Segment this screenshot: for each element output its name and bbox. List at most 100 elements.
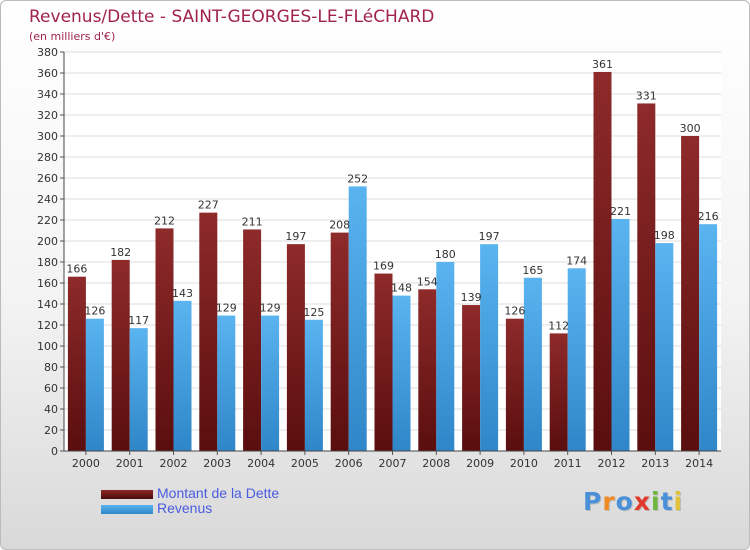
x-tick-label: 2004 [247,457,275,470]
data-label-revenus: 252 [347,172,368,185]
bar-dette [681,136,700,451]
x-tick-label: 2007 [379,457,407,470]
data-label-revenus: 197 [479,230,500,243]
x-tick-label: 2013 [641,457,669,470]
x-tick-label: 2011 [554,457,582,470]
bar-dette [637,103,656,451]
bar-revenus [217,315,236,451]
y-tick-label: 0 [51,445,58,458]
bar-dette [67,276,86,451]
bar-dette [505,318,524,451]
bar-dette [111,259,130,451]
legend-label-revenus: Revenus [157,500,213,516]
y-tick-label: 60 [44,382,58,395]
x-tick-label: 2005 [291,457,319,470]
data-label-dette: 182 [110,246,131,259]
bar-dette [199,212,218,451]
logo-letter: i [673,487,684,516]
y-tick-label: 380 [37,46,58,59]
bar-dette [330,232,349,451]
bar-revenus [523,277,542,451]
data-label-revenus: 180 [435,248,456,261]
y-tick-label: 180 [37,256,58,269]
data-label-dette: 197 [285,230,306,243]
bar-revenus [655,243,674,451]
y-tick-label: 200 [37,235,58,248]
y-tick-label: 140 [37,298,58,311]
x-tick-label: 2006 [335,457,363,470]
x-tick-label: 2014 [685,457,713,470]
chart-subtitle: (en milliers d'€) [29,30,116,43]
data-label-dette: 211 [242,215,263,228]
bar-dette [593,71,612,451]
data-label-dette: 126 [504,305,525,318]
data-label-dette: 166 [66,263,87,276]
bar-revenus [173,300,192,451]
legend-swatch-revenus [101,505,153,514]
logo-letter: x [633,487,651,516]
data-label-dette: 331 [636,89,657,102]
chart-title: Revenus/Dette - SAINT-GEORGES-LE-FLéCHAR… [29,7,435,27]
y-tick-label: 220 [37,214,58,227]
legend-swatch-dette [101,490,153,499]
data-label-dette: 154 [417,275,438,288]
x-tick-label: 2002 [160,457,188,470]
y-tick-label: 120 [37,319,58,332]
x-tick-label: 2000 [72,457,100,470]
data-label-revenus: 129 [216,302,237,315]
data-label-revenus: 174 [566,254,587,267]
data-label-dette: 361 [592,58,613,71]
bar-revenus [699,224,718,451]
bar-revenus [436,262,455,451]
bar-dette [418,289,437,451]
y-tick-label: 260 [37,172,58,185]
proxiti-logo: Proxiti [583,487,683,516]
data-label-revenus: 221 [610,205,631,218]
x-tick-label: 2008 [422,457,450,470]
bar-dette [462,305,481,451]
y-tick-label: 80 [44,361,58,374]
x-tick-label: 2009 [466,457,494,470]
bar-revenus [129,328,148,451]
x-tick-label: 2003 [203,457,231,470]
data-label-revenus: 165 [522,264,543,277]
data-label-revenus: 126 [84,305,105,318]
y-tick-label: 320 [37,109,58,122]
data-label-dette: 227 [198,199,219,212]
x-tick-label: 2012 [598,457,626,470]
bar-revenus [348,186,367,451]
bar-revenus [611,218,630,451]
data-label-revenus: 129 [260,302,281,315]
bar-revenus [567,268,586,451]
x-tick-label: 2010 [510,457,538,470]
bar-revenus [261,315,280,451]
data-label-revenus: 117 [128,314,149,327]
y-tick-label: 240 [37,193,58,206]
data-label-revenus: 198 [654,229,675,242]
y-tick-label: 40 [44,403,58,416]
y-tick-label: 100 [37,340,58,353]
logo-letter: o [615,487,634,516]
data-label-revenus: 216 [698,210,719,223]
y-tick-label: 160 [37,277,58,290]
data-label-dette: 139 [461,291,482,304]
data-label-dette: 169 [373,260,394,273]
data-label-dette: 208 [329,219,350,232]
bar-dette [286,244,305,451]
bar-revenus [480,244,499,451]
x-tick-label: 2001 [116,457,144,470]
logo-letter: r [602,487,616,516]
data-label-revenus: 143 [172,287,193,300]
y-tick-label: 360 [37,67,58,80]
bar-revenus [85,318,104,451]
y-tick-label: 340 [37,88,58,101]
y-tick-label: 20 [44,424,58,437]
legend-label-dette: Montant de la Dette [157,485,280,501]
data-label-dette: 112 [548,319,569,332]
logo-letter: P [583,487,603,516]
bar-revenus [392,295,411,451]
y-tick-label: 300 [37,130,58,143]
logo-letter: i [651,487,661,516]
data-label-dette: 300 [680,122,701,135]
